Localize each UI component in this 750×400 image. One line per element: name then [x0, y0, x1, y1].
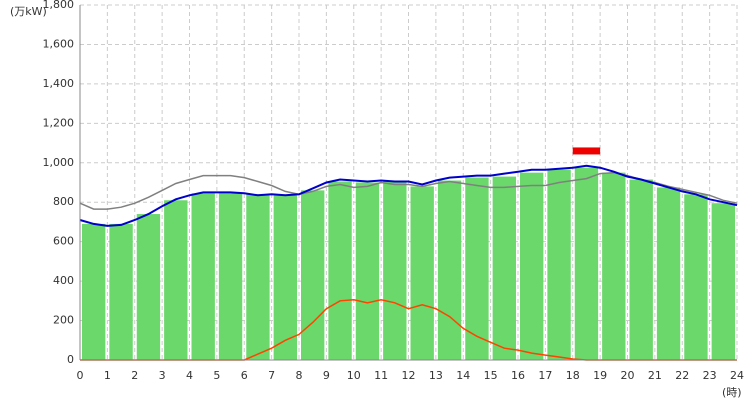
- bar: [711, 203, 735, 360]
- x-tick-label: 0: [77, 369, 84, 382]
- bar: [273, 195, 297, 360]
- x-tick-label: 5: [213, 369, 220, 382]
- x-tick-label: 4: [186, 369, 193, 382]
- bar: [218, 193, 243, 360]
- y-tick-label: 800: [53, 195, 74, 208]
- bar: [301, 190, 325, 360]
- bar: [684, 194, 708, 360]
- y-tick-label: 1,000: [43, 156, 75, 169]
- x-tick-label: 20: [621, 369, 635, 382]
- peak-marker: [572, 147, 601, 155]
- x-tick-label: 18: [566, 369, 580, 382]
- line: [79, 164, 738, 227]
- x-tick-label: 17: [538, 369, 552, 382]
- x-tick-label: 2: [131, 369, 138, 382]
- bar: [82, 223, 106, 360]
- x-tick-label: 8: [296, 369, 303, 382]
- x-tick-label: 21: [648, 369, 662, 382]
- x-tick-label: 22: [675, 369, 689, 382]
- x-tick-label: 16: [511, 369, 525, 382]
- bar: [410, 186, 434, 360]
- x-tick-label: 6: [241, 369, 248, 382]
- x-tick-label: 13: [429, 369, 443, 382]
- x-tick-label: 1: [104, 369, 111, 382]
- x-unit: (時): [722, 386, 742, 399]
- y-tick-label: 1,400: [43, 77, 75, 90]
- bar: [246, 194, 270, 360]
- y-tick-label: 200: [53, 314, 74, 327]
- x-tick-label: 12: [402, 369, 416, 382]
- bar: [328, 181, 352, 360]
- bar: [191, 193, 215, 360]
- y-tick-label: 400: [53, 274, 74, 287]
- bar: [656, 187, 681, 360]
- x-tick-label: 24: [730, 369, 744, 382]
- x-tick-label: 11: [374, 369, 388, 382]
- bar: [520, 172, 544, 360]
- y-tick-label: 0: [67, 353, 74, 366]
- bar: [164, 200, 188, 360]
- y-tick-label: 1,800: [43, 0, 75, 11]
- bar: [629, 179, 653, 360]
- x-tick-label: 23: [703, 369, 717, 382]
- x-tick-label: 15: [484, 369, 498, 382]
- bar: [355, 182, 380, 360]
- bar: [465, 177, 489, 360]
- y-tick-label: 600: [53, 235, 74, 248]
- y-tick-label: 1,600: [43, 37, 75, 50]
- x-tick-label: 7: [268, 369, 275, 382]
- bar: [492, 176, 516, 360]
- bar: [383, 181, 407, 360]
- bar: [109, 223, 133, 360]
- x-tick-label: 9: [323, 369, 330, 382]
- y-unit: (万kW): [10, 5, 47, 18]
- bar: [547, 169, 571, 360]
- x-tick-label: 14: [456, 369, 470, 382]
- bar: [136, 214, 161, 360]
- x-tick-label: 3: [159, 369, 166, 382]
- x-tick-label: 10: [347, 369, 361, 382]
- bar: [574, 167, 599, 360]
- bar: [437, 180, 462, 360]
- bar: [602, 172, 626, 360]
- x-tick-label: 19: [593, 369, 607, 382]
- y-tick-label: 1,200: [43, 116, 75, 129]
